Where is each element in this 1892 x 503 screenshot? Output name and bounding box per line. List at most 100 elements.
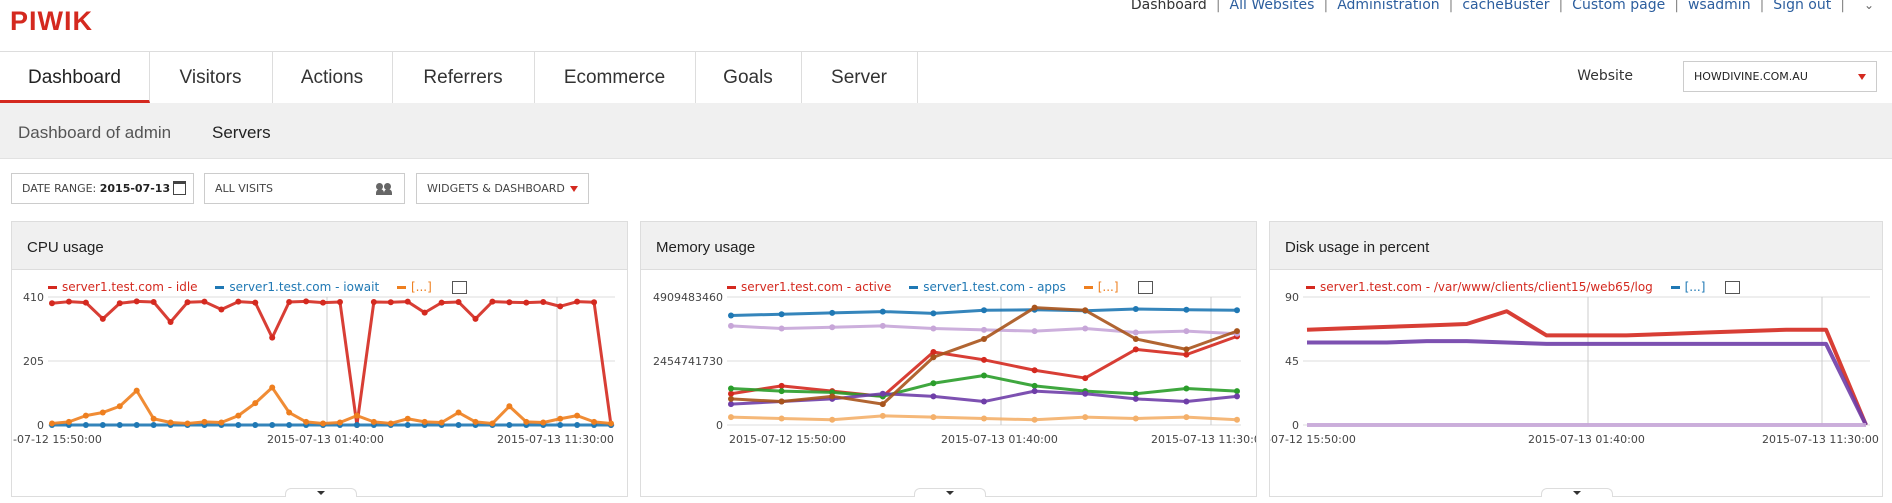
top-links: Dashboard | All Websites | Administration | ca… bbox=[1131, 0, 1874, 13]
data-point bbox=[829, 393, 836, 400]
data-point bbox=[930, 393, 937, 400]
data-point bbox=[1234, 307, 1240, 314]
y-tick-label: 0 bbox=[37, 419, 44, 432]
data-point bbox=[133, 298, 140, 305]
legend-item[interactable]: server1.test.com - iowait bbox=[215, 280, 379, 294]
legend-item-more[interactable]: [...] bbox=[1084, 280, 1119, 294]
tab-dashboard[interactable]: Dashboard bbox=[0, 52, 150, 103]
data-point bbox=[184, 420, 191, 427]
top-link-cachebuster[interactable]: cacheBuster bbox=[1462, 0, 1550, 13]
widget-title[interactable]: Disk usage in percent bbox=[1270, 222, 1882, 270]
top-link-user[interactable]: wsadmin bbox=[1687, 0, 1751, 13]
chevron-down-icon[interactable]: ⌄ bbox=[1863, 0, 1874, 12]
data-point bbox=[540, 419, 547, 426]
top-link-dashboard[interactable]: Dashboard bbox=[1130, 0, 1207, 13]
data-point bbox=[728, 414, 734, 421]
data-point bbox=[540, 298, 547, 305]
main-navigation: Dashboard Visitors Actions Referrers Eco… bbox=[0, 51, 1892, 104]
widget-title[interactable]: Memory usage bbox=[641, 222, 1256, 270]
tab-actions[interactable]: Actions bbox=[272, 52, 393, 103]
tab-server[interactable]: Server bbox=[801, 52, 918, 103]
data-point bbox=[116, 422, 123, 428]
legend-item[interactable]: server1.test.com - apps bbox=[909, 280, 1066, 294]
data-point bbox=[778, 382, 785, 389]
legend-item[interactable]: server1.test.com - active bbox=[727, 280, 891, 294]
data-point bbox=[438, 419, 445, 426]
data-point bbox=[99, 409, 106, 416]
top-link-administration[interactable]: Administration bbox=[1337, 0, 1440, 13]
legend-item[interactable]: server1.test.com - /var/www/clients/clie… bbox=[1306, 280, 1653, 294]
data-point bbox=[930, 348, 937, 355]
data-point bbox=[472, 418, 479, 425]
expand-widget-button[interactable] bbox=[1541, 488, 1613, 497]
piwik-logo[interactable]: PIWIK bbox=[10, 6, 93, 36]
top-link-all-websites[interactable]: All Websites bbox=[1229, 0, 1315, 13]
people-icon bbox=[376, 183, 394, 195]
calendar-icon bbox=[173, 181, 186, 195]
data-point bbox=[370, 298, 377, 305]
legend-item-more[interactable]: [...] bbox=[1671, 280, 1706, 294]
data-point bbox=[353, 422, 360, 428]
tab-goals[interactable]: Goals bbox=[695, 52, 802, 103]
data-point bbox=[49, 420, 55, 427]
data-point bbox=[879, 390, 886, 397]
data-point bbox=[728, 385, 734, 392]
data-point bbox=[506, 422, 513, 428]
expand-widget-button[interactable] bbox=[284, 488, 357, 497]
data-point bbox=[320, 420, 327, 427]
segment-value: ALL VISITS bbox=[215, 182, 273, 195]
data-point bbox=[1183, 398, 1190, 405]
date-range-selector[interactable]: DATE RANGE: 2015-07-13 bbox=[11, 173, 194, 204]
data-point bbox=[1183, 414, 1190, 421]
data-point bbox=[1132, 329, 1139, 336]
disk-usage-chart: 90 45 0-07-12 15:50:00 2015-07-13 01:40:00 2… bbox=[1270, 291, 1879, 446]
cpu-usage-chart: 410 205 05-07-12 15:50:00 2015-07-13 01:40:… bbox=[12, 291, 615, 446]
data-point bbox=[1132, 415, 1139, 422]
widget-title[interactable]: CPU usage bbox=[12, 222, 627, 270]
data-point bbox=[49, 300, 55, 307]
chart-type-icon[interactable] bbox=[451, 281, 467, 294]
data-point bbox=[235, 412, 242, 419]
data-point bbox=[387, 420, 394, 427]
tab-referrers[interactable]: Referrers bbox=[392, 52, 535, 103]
widgets-dashboard-menu[interactable]: WIDGETS & DASHBOARD bbox=[416, 173, 589, 204]
sub-navigation: Dashboard of admin Servers bbox=[0, 103, 1892, 159]
data-point bbox=[336, 298, 343, 305]
x-tick-label: 2015-07-13 11:30:00 bbox=[1762, 433, 1879, 446]
data-point bbox=[472, 315, 479, 322]
tab-ecommerce[interactable]: Ecommerce bbox=[534, 52, 696, 103]
data-point bbox=[421, 309, 428, 316]
tab-visitors[interactable]: Visitors bbox=[149, 52, 273, 103]
x-tick-label: 2015-07-13 11:30:00 bbox=[1151, 433, 1256, 446]
x-tick-label: 2015-07-13 11:30:00 bbox=[497, 433, 614, 446]
chart-type-icon[interactable] bbox=[1138, 281, 1154, 294]
legend-item[interactable]: server1.test.com - idle bbox=[48, 280, 198, 294]
top-link-custom-page[interactable]: Custom page bbox=[1572, 0, 1666, 13]
data-point bbox=[728, 401, 734, 408]
data-point bbox=[981, 326, 987, 333]
data-point bbox=[1031, 328, 1038, 335]
legend-item-more[interactable]: [...] bbox=[397, 280, 432, 294]
data-point bbox=[82, 299, 89, 306]
chart-legend: server1.test.com - active server1.test.c… bbox=[727, 280, 1154, 294]
subnav-servers[interactable]: Servers bbox=[212, 123, 271, 142]
data-point bbox=[981, 415, 987, 422]
data-point bbox=[778, 415, 785, 422]
expand-widget-button[interactable] bbox=[913, 488, 986, 497]
data-point bbox=[1183, 385, 1190, 392]
subnav-dashboard-of-admin[interactable]: Dashboard of admin bbox=[18, 123, 172, 142]
data-point bbox=[1132, 390, 1139, 397]
top-link-sign-out[interactable]: Sign out bbox=[1773, 0, 1832, 13]
chart-type-icon[interactable] bbox=[1725, 281, 1741, 294]
website-selector[interactable]: HOWDIVINE.COM.AU bbox=[1683, 61, 1877, 92]
data-point bbox=[506, 299, 513, 306]
data-point bbox=[1082, 375, 1089, 382]
data-point bbox=[286, 298, 293, 305]
data-point bbox=[235, 422, 242, 428]
data-point bbox=[591, 299, 598, 306]
data-point bbox=[489, 298, 496, 305]
chart-legend: server1.test.com - /var/www/clients/clie… bbox=[1306, 280, 1741, 294]
data-point bbox=[778, 311, 785, 318]
segment-selector[interactable]: ALL VISITS bbox=[204, 173, 405, 204]
data-point bbox=[133, 387, 140, 394]
